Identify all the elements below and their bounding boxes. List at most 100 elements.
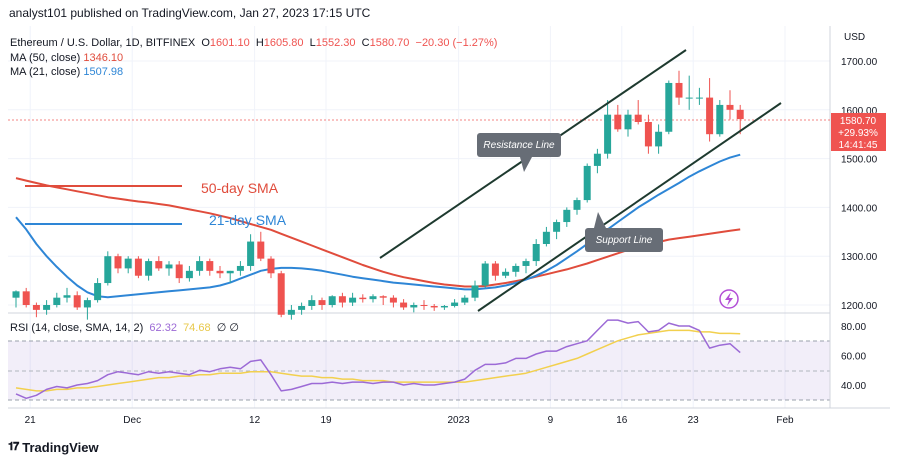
tradingview-logo: 𝟏𝟕 TradingView	[8, 440, 99, 455]
lightning-icon	[719, 289, 739, 309]
rsi-tick-label: 60.00	[841, 352, 866, 363]
candle	[277, 270, 285, 318]
candle	[410, 302, 418, 313]
candle	[736, 104, 744, 135]
rsi-tick-label: 80.00	[841, 322, 866, 333]
candle	[532, 239, 540, 266]
candle	[369, 294, 377, 303]
candle	[573, 197, 581, 215]
candle	[553, 219, 561, 240]
x-tick-label: 9	[548, 415, 554, 426]
candle	[185, 265, 193, 282]
candle	[461, 295, 469, 305]
ma21-row: MA (21, close) 1507.98	[10, 66, 124, 78]
candle	[389, 295, 397, 308]
candle	[73, 291, 81, 310]
rsi-axis: 80.00 60.00 40.00	[841, 322, 866, 392]
candle	[400, 299, 408, 310]
rsi-series	[15, 319, 741, 400]
candle	[308, 295, 316, 310]
chart-grid	[8, 26, 830, 408]
symbol-name: Ethereum / U.S. Dollar, 1D, BITFINEX	[10, 37, 196, 49]
publish-info: analyst101 published on TradingView.com,…	[9, 6, 371, 20]
candle	[318, 297, 326, 310]
resistance-label: Resistance Line	[483, 140, 555, 151]
x-tick-label: 12	[249, 415, 261, 426]
rsi-line	[15, 319, 741, 400]
change-value: −20.30 (−1.27%)	[415, 37, 498, 49]
candle	[420, 300, 428, 310]
candle	[675, 70, 683, 105]
candle	[63, 287, 71, 303]
candle	[604, 100, 612, 159]
candle	[175, 261, 183, 284]
price-tick-label: 1500.00	[841, 155, 878, 166]
support-line	[477, 102, 782, 312]
last-price-box: 1580.70 +29.93% 14:41:45	[831, 113, 886, 151]
candle	[726, 90, 734, 120]
candle	[685, 75, 693, 110]
rsi-band	[8, 341, 830, 400]
candle	[226, 270, 234, 284]
ohlc-row: Ethereum / U.S. Dollar, 1D, BITFINEX O16…	[10, 37, 498, 49]
candle	[134, 256, 142, 279]
price-tick-label: 1200.00	[841, 301, 878, 312]
candle	[83, 297, 91, 320]
candles-series	[12, 70, 744, 320]
tv-logo-icon: 𝟏𝟕	[8, 441, 19, 453]
candle	[145, 258, 153, 281]
last-price: 1580.70	[840, 116, 877, 127]
ma50-row: MA (50, close) 1346.10	[10, 51, 124, 64]
candle	[665, 80, 673, 135]
resistance-callout: Resistance Line	[477, 133, 561, 172]
candle	[583, 163, 591, 203]
candle	[196, 256, 204, 276]
candle	[542, 226, 550, 247]
ma50-line	[15, 177, 741, 288]
candle	[471, 280, 479, 302]
candle	[349, 292, 357, 306]
candle	[512, 263, 520, 277]
candle	[247, 234, 255, 271]
candle	[706, 78, 714, 142]
candle	[124, 256, 132, 274]
price-tick-label: 1300.00	[841, 252, 878, 263]
candle	[359, 294, 367, 303]
sma21-annotation: 21-day SMA	[209, 212, 287, 228]
candle	[236, 261, 244, 276]
candle	[379, 295, 387, 305]
candle	[155, 256, 163, 271]
candle	[440, 305, 448, 310]
currency-label: USD	[844, 32, 865, 43]
candle	[634, 100, 642, 125]
candle	[655, 124, 663, 154]
x-tick-label: 16	[616, 415, 628, 426]
candle	[451, 299, 459, 308]
price-axis: 1700.00 1600.00 1500.00 1400.00 1300.00 1200.…	[841, 57, 878, 312]
candle	[216, 265, 224, 279]
candle	[338, 292, 346, 308]
support-callout: Support Line	[585, 212, 663, 252]
candle	[43, 300, 51, 315]
countdown: 14:41:45	[839, 140, 878, 151]
candle	[430, 304, 438, 311]
price-tick-label: 1700.00	[841, 57, 878, 68]
candle	[267, 256, 275, 279]
candle	[12, 290, 20, 308]
candle	[522, 258, 530, 274]
candle	[287, 305, 295, 320]
candle	[104, 251, 112, 286]
time-axis: 21 Dec 12 19 2023 9 16 23 Feb	[25, 415, 794, 426]
price-tick-label: 1400.00	[841, 203, 878, 214]
last-change: +29.93%	[838, 128, 878, 139]
candle	[165, 261, 173, 276]
ma21-line	[15, 153, 741, 299]
x-tick-label: 23	[688, 415, 700, 426]
x-tick-label: 2023	[447, 415, 470, 426]
rsi-sma-line	[15, 329, 741, 392]
support-label: Support Line	[596, 235, 653, 246]
candle	[94, 278, 102, 303]
candle	[53, 292, 61, 308]
x-tick-label: Dec	[123, 415, 141, 426]
candle	[298, 302, 306, 315]
